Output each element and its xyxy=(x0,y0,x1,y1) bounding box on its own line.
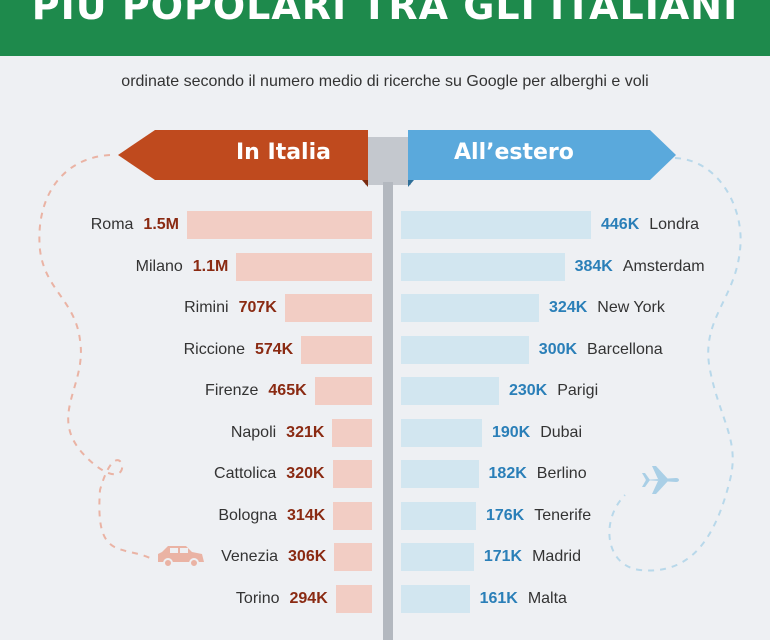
bar-italia xyxy=(333,501,372,530)
value-label: 300K xyxy=(538,340,578,358)
airplane-icon xyxy=(642,466,679,494)
value-label: 574K xyxy=(254,340,294,358)
label-italia: Rimini 707K xyxy=(184,294,277,322)
banner-italia xyxy=(118,130,368,180)
header: PIÙ POPOLARI TRA GLI ITALIANI xyxy=(0,0,770,56)
label-estero: 324K New York xyxy=(549,294,665,322)
bar-estero xyxy=(401,377,499,405)
label-italia: Cattolica 320K xyxy=(214,460,325,488)
city-label: Amsterdam xyxy=(622,257,705,275)
value-label: 171K xyxy=(483,548,523,565)
city-label: Bologna xyxy=(218,506,278,524)
city-label: Madrid xyxy=(532,548,581,565)
label-italia: Roma 1.5M xyxy=(91,211,179,239)
city-label: Roma xyxy=(90,216,134,233)
bar-italia xyxy=(236,252,372,281)
bar-estero xyxy=(401,335,529,364)
label-italia: Venezia 306K xyxy=(221,543,326,571)
bar-italia xyxy=(335,584,372,613)
label-estero: 446K Londra xyxy=(601,211,699,239)
bar-italia xyxy=(284,294,372,322)
label-estero: 300K Barcellona xyxy=(539,336,663,364)
value-label: 320K xyxy=(286,465,325,482)
city-label: Rimini xyxy=(184,299,229,316)
value-label: 314K xyxy=(287,506,326,524)
label-estero: 190K Dubai xyxy=(492,419,582,447)
label-estero: 161K Malta xyxy=(480,585,567,613)
header-title: PIÙ POPOLARI TRA GLI ITALIANI xyxy=(31,0,739,28)
label-estero: 384K Amsterdam xyxy=(575,253,705,281)
value-label: 1.1M xyxy=(192,257,229,275)
city-label: New York xyxy=(597,299,665,316)
city-label: Cattolica xyxy=(214,465,277,482)
city-label: Riccione xyxy=(183,340,245,358)
label-italia: Napoli 321K xyxy=(231,419,325,447)
bar-estero xyxy=(401,584,470,613)
value-label: 384K xyxy=(574,257,613,275)
bar-italia xyxy=(301,335,372,364)
bar-estero xyxy=(401,501,476,530)
banner-label-italia: In Italia xyxy=(236,140,331,165)
city-label: Firenze xyxy=(205,382,259,399)
city-label: Torino xyxy=(235,589,280,607)
label-italia: Riccione 574K xyxy=(184,336,294,364)
value-label: 190K xyxy=(491,423,531,441)
value-label: 465K xyxy=(268,382,307,399)
label-italia: Bologna 314K xyxy=(218,502,325,530)
city-label: Venezia xyxy=(221,548,279,565)
center-divider xyxy=(383,182,393,640)
city-label: Parigi xyxy=(557,382,599,399)
dashed-path-right xyxy=(608,157,742,572)
label-estero: 230K Parigi xyxy=(509,377,598,405)
bar-italia xyxy=(187,211,372,239)
label-italia: Torino 294K xyxy=(236,585,328,613)
banner-italia-fold xyxy=(362,180,368,187)
bar-italia xyxy=(334,543,372,571)
subtitle: ordinate secondo il numero medio di rice… xyxy=(121,73,649,90)
city-label: Barcellona xyxy=(587,340,663,358)
label-italia: Milano 1.1M xyxy=(136,253,229,281)
city-label: Malta xyxy=(527,589,567,607)
banner-estero-fold xyxy=(408,180,414,187)
city-label: Londra xyxy=(649,216,700,233)
value-label: 321K xyxy=(286,423,325,441)
value-label: 707K xyxy=(238,299,277,316)
bar-italia xyxy=(332,460,372,488)
city-label: Milano xyxy=(135,257,183,275)
bar-estero xyxy=(401,418,482,447)
city-label: Berlino xyxy=(536,465,587,482)
value-label: 230K xyxy=(508,382,548,399)
label-estero: 171K Madrid xyxy=(484,543,581,571)
center-cap xyxy=(365,137,411,185)
banner-label-estero: All’estero xyxy=(454,140,574,165)
value-label: 324K xyxy=(549,299,588,316)
label-estero: 176K Tenerife xyxy=(486,502,591,530)
bar-estero xyxy=(401,294,540,322)
bar-estero xyxy=(401,460,479,488)
value-label: 294K xyxy=(289,589,328,607)
value-label: 1.5M xyxy=(143,216,179,233)
city-label: Napoli xyxy=(230,423,277,441)
bar-estero xyxy=(401,543,474,571)
city-label: Dubai xyxy=(540,423,582,441)
label-estero: 182K Berlino xyxy=(489,460,587,488)
banner-estero xyxy=(408,130,676,180)
bar-italia xyxy=(314,377,372,405)
city-label: Tenerife xyxy=(534,506,592,524)
bar-italia xyxy=(332,418,372,447)
value-label: 306K xyxy=(288,548,327,565)
value-label: 176K xyxy=(485,506,525,524)
value-label: 182K xyxy=(488,465,527,482)
bar-estero xyxy=(401,252,565,281)
value-label: 161K xyxy=(479,589,518,607)
value-label: 446K xyxy=(601,216,640,233)
car-icon xyxy=(158,546,204,568)
bar-estero xyxy=(401,211,591,239)
label-italia: Firenze 465K xyxy=(205,377,307,405)
